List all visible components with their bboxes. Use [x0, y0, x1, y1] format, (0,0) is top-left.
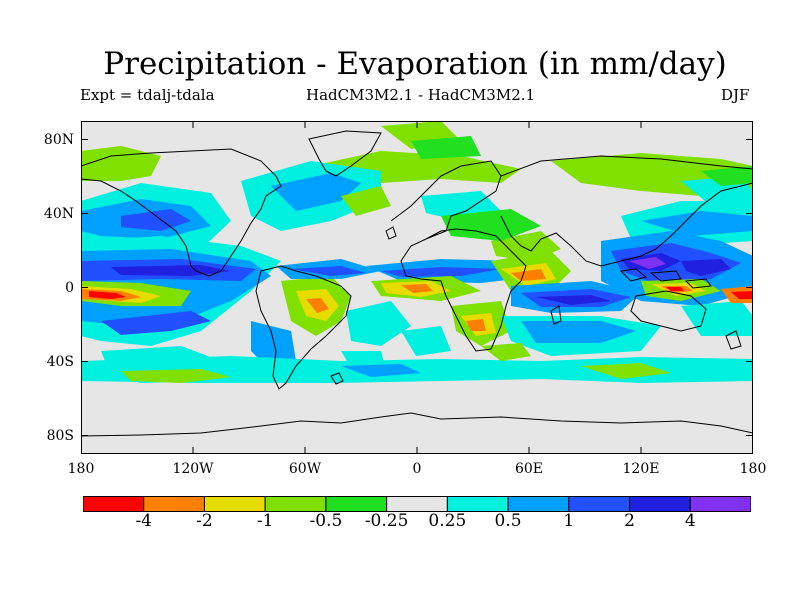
experiment-label: Expt = tdalj-tdala — [80, 86, 215, 104]
colorbar-swatch — [568, 496, 631, 512]
colorbar-swatch — [325, 496, 388, 512]
lat-tick-label: 40S — [46, 353, 74, 370]
colorbar-label: -2 — [196, 511, 213, 531]
colorbar-swatch — [143, 496, 205, 512]
colorbar-label: -4 — [135, 511, 152, 531]
coastline-antarctica — [81, 412, 753, 437]
colorbar-label: -0.25 — [364, 511, 409, 531]
pe-map — [81, 121, 753, 454]
coastline-australia — [630, 290, 707, 332]
lon-tick-label: 60E — [514, 461, 544, 477]
colorbar-swatch — [83, 496, 145, 512]
pe-region — [81, 183, 753, 251]
lon-tick-label: 0 — [412, 461, 422, 477]
colorbar-label: 4 — [684, 511, 696, 531]
coastline-greenland — [308, 130, 382, 177]
colorbar-swatch — [446, 496, 509, 512]
colorbar-label: -0.5 — [309, 511, 343, 531]
colorbar-swatch — [507, 496, 570, 512]
lat-tick-label: 80S — [46, 427, 74, 444]
pe-region — [81, 343, 753, 383]
figure-title: Precipitation - Evaporation (in mm/day) — [103, 46, 727, 82]
coastline-layer — [81, 130, 753, 437]
lon-tick-label: 60W — [288, 461, 322, 477]
axis-ticks — [81, 121, 753, 454]
pe-field-layer — [81, 121, 753, 383]
coastline-islands — [330, 226, 742, 385]
colorbar-swatch — [386, 496, 448, 512]
lon-tick-label: 180 — [739, 461, 767, 477]
coastline-asia — [500, 155, 753, 267]
colorbar-label: 0.25 — [428, 511, 467, 531]
lon-tick-label: 120W — [172, 461, 214, 477]
lon-tick-label: 180 — [67, 461, 95, 477]
lat-tick-label: 80N — [43, 131, 74, 148]
colorbar-label: 1 — [563, 511, 575, 531]
lon-tick-label: 120E — [622, 461, 660, 477]
coastline-south-america — [255, 265, 352, 390]
lat-tick-label: 0 — [65, 279, 74, 296]
colorbar-swatch — [264, 496, 327, 512]
colorbar-swatch — [203, 496, 266, 512]
colorbar-label: 0.5 — [494, 511, 522, 531]
pe-region — [81, 236, 281, 383]
model-label: HadCM3M2.1 - HadCM3M2.1 — [306, 86, 536, 104]
colorbar-swatch — [629, 496, 691, 512]
coastline-europe-africa — [390, 160, 527, 352]
coastline-north-america — [81, 148, 282, 277]
colorbar-label: -1 — [256, 511, 274, 531]
pe-region — [366, 259, 541, 356]
lat-tick-label: 40N — [43, 205, 74, 222]
pe-region — [81, 121, 753, 211]
colorbar — [83, 496, 751, 512]
season-label: DJF — [721, 86, 750, 104]
colorbar-swatch — [689, 496, 751, 512]
colorbar-label: 2 — [624, 511, 635, 531]
